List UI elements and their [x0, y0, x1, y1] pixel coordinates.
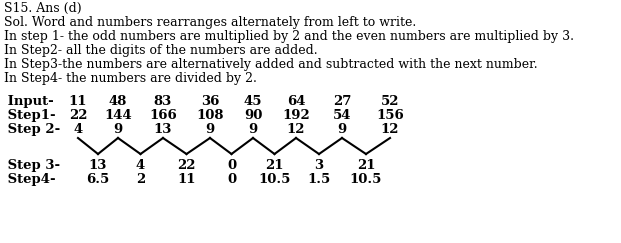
Text: In Step3-the numbers are alternatively added and subtracted with the next number: In Step3-the numbers are alternatively a… [4, 58, 538, 71]
Text: 36: 36 [201, 95, 219, 108]
Text: 54: 54 [333, 109, 351, 122]
Text: 83: 83 [154, 95, 172, 108]
Text: 0: 0 [227, 173, 236, 186]
Text: 9: 9 [337, 123, 347, 136]
Text: 3: 3 [314, 159, 324, 172]
Text: 1.5: 1.5 [307, 173, 330, 186]
Text: 90: 90 [244, 109, 262, 122]
Text: 192: 192 [282, 109, 310, 122]
Text: 12: 12 [287, 123, 306, 136]
Text: In step 1- the odd numbers are multiplied by 2 and the even numbers are multipli: In step 1- the odd numbers are multiplie… [4, 30, 574, 43]
Text: 10.5: 10.5 [350, 173, 382, 186]
Text: Step1-: Step1- [3, 109, 56, 122]
Text: 9: 9 [114, 123, 122, 136]
Text: 48: 48 [109, 95, 127, 108]
Text: 9: 9 [206, 123, 215, 136]
Text: 11: 11 [69, 95, 87, 108]
Text: 4: 4 [136, 159, 145, 172]
Text: Input-: Input- [3, 95, 54, 108]
Text: 2: 2 [136, 173, 145, 186]
Text: 4: 4 [73, 123, 83, 136]
Text: In Step2- all the digits of the numbers are added.: In Step2- all the digits of the numbers … [4, 44, 317, 57]
Text: 27: 27 [333, 95, 351, 108]
Text: 11: 11 [177, 173, 196, 186]
Text: 108: 108 [196, 109, 224, 122]
Text: 52: 52 [381, 95, 399, 108]
Text: In Step4- the numbers are divided by 2.: In Step4- the numbers are divided by 2. [4, 72, 257, 85]
Text: 21: 21 [265, 159, 284, 172]
Text: 9: 9 [248, 123, 258, 136]
Text: 156: 156 [376, 109, 404, 122]
Text: 45: 45 [244, 95, 262, 108]
Text: 13: 13 [89, 159, 107, 172]
Text: Sol. Word and numbers rearranges alternately from left to write.: Sol. Word and numbers rearranges alterna… [4, 16, 416, 29]
Text: 22: 22 [69, 109, 87, 122]
Text: Step4-: Step4- [3, 173, 56, 186]
Text: 0: 0 [227, 159, 236, 172]
Text: 12: 12 [381, 123, 399, 136]
Text: 13: 13 [154, 123, 172, 136]
Text: Step 2-: Step 2- [3, 123, 60, 136]
Text: 10.5: 10.5 [258, 173, 291, 186]
Text: 166: 166 [149, 109, 177, 122]
Text: 6.5: 6.5 [86, 173, 110, 186]
Text: 144: 144 [104, 109, 132, 122]
Text: 64: 64 [287, 95, 306, 108]
Text: 22: 22 [177, 159, 196, 172]
Text: 21: 21 [356, 159, 375, 172]
Text: S15. Ans (d): S15. Ans (d) [4, 2, 81, 15]
Text: Step 3-: Step 3- [3, 159, 60, 172]
